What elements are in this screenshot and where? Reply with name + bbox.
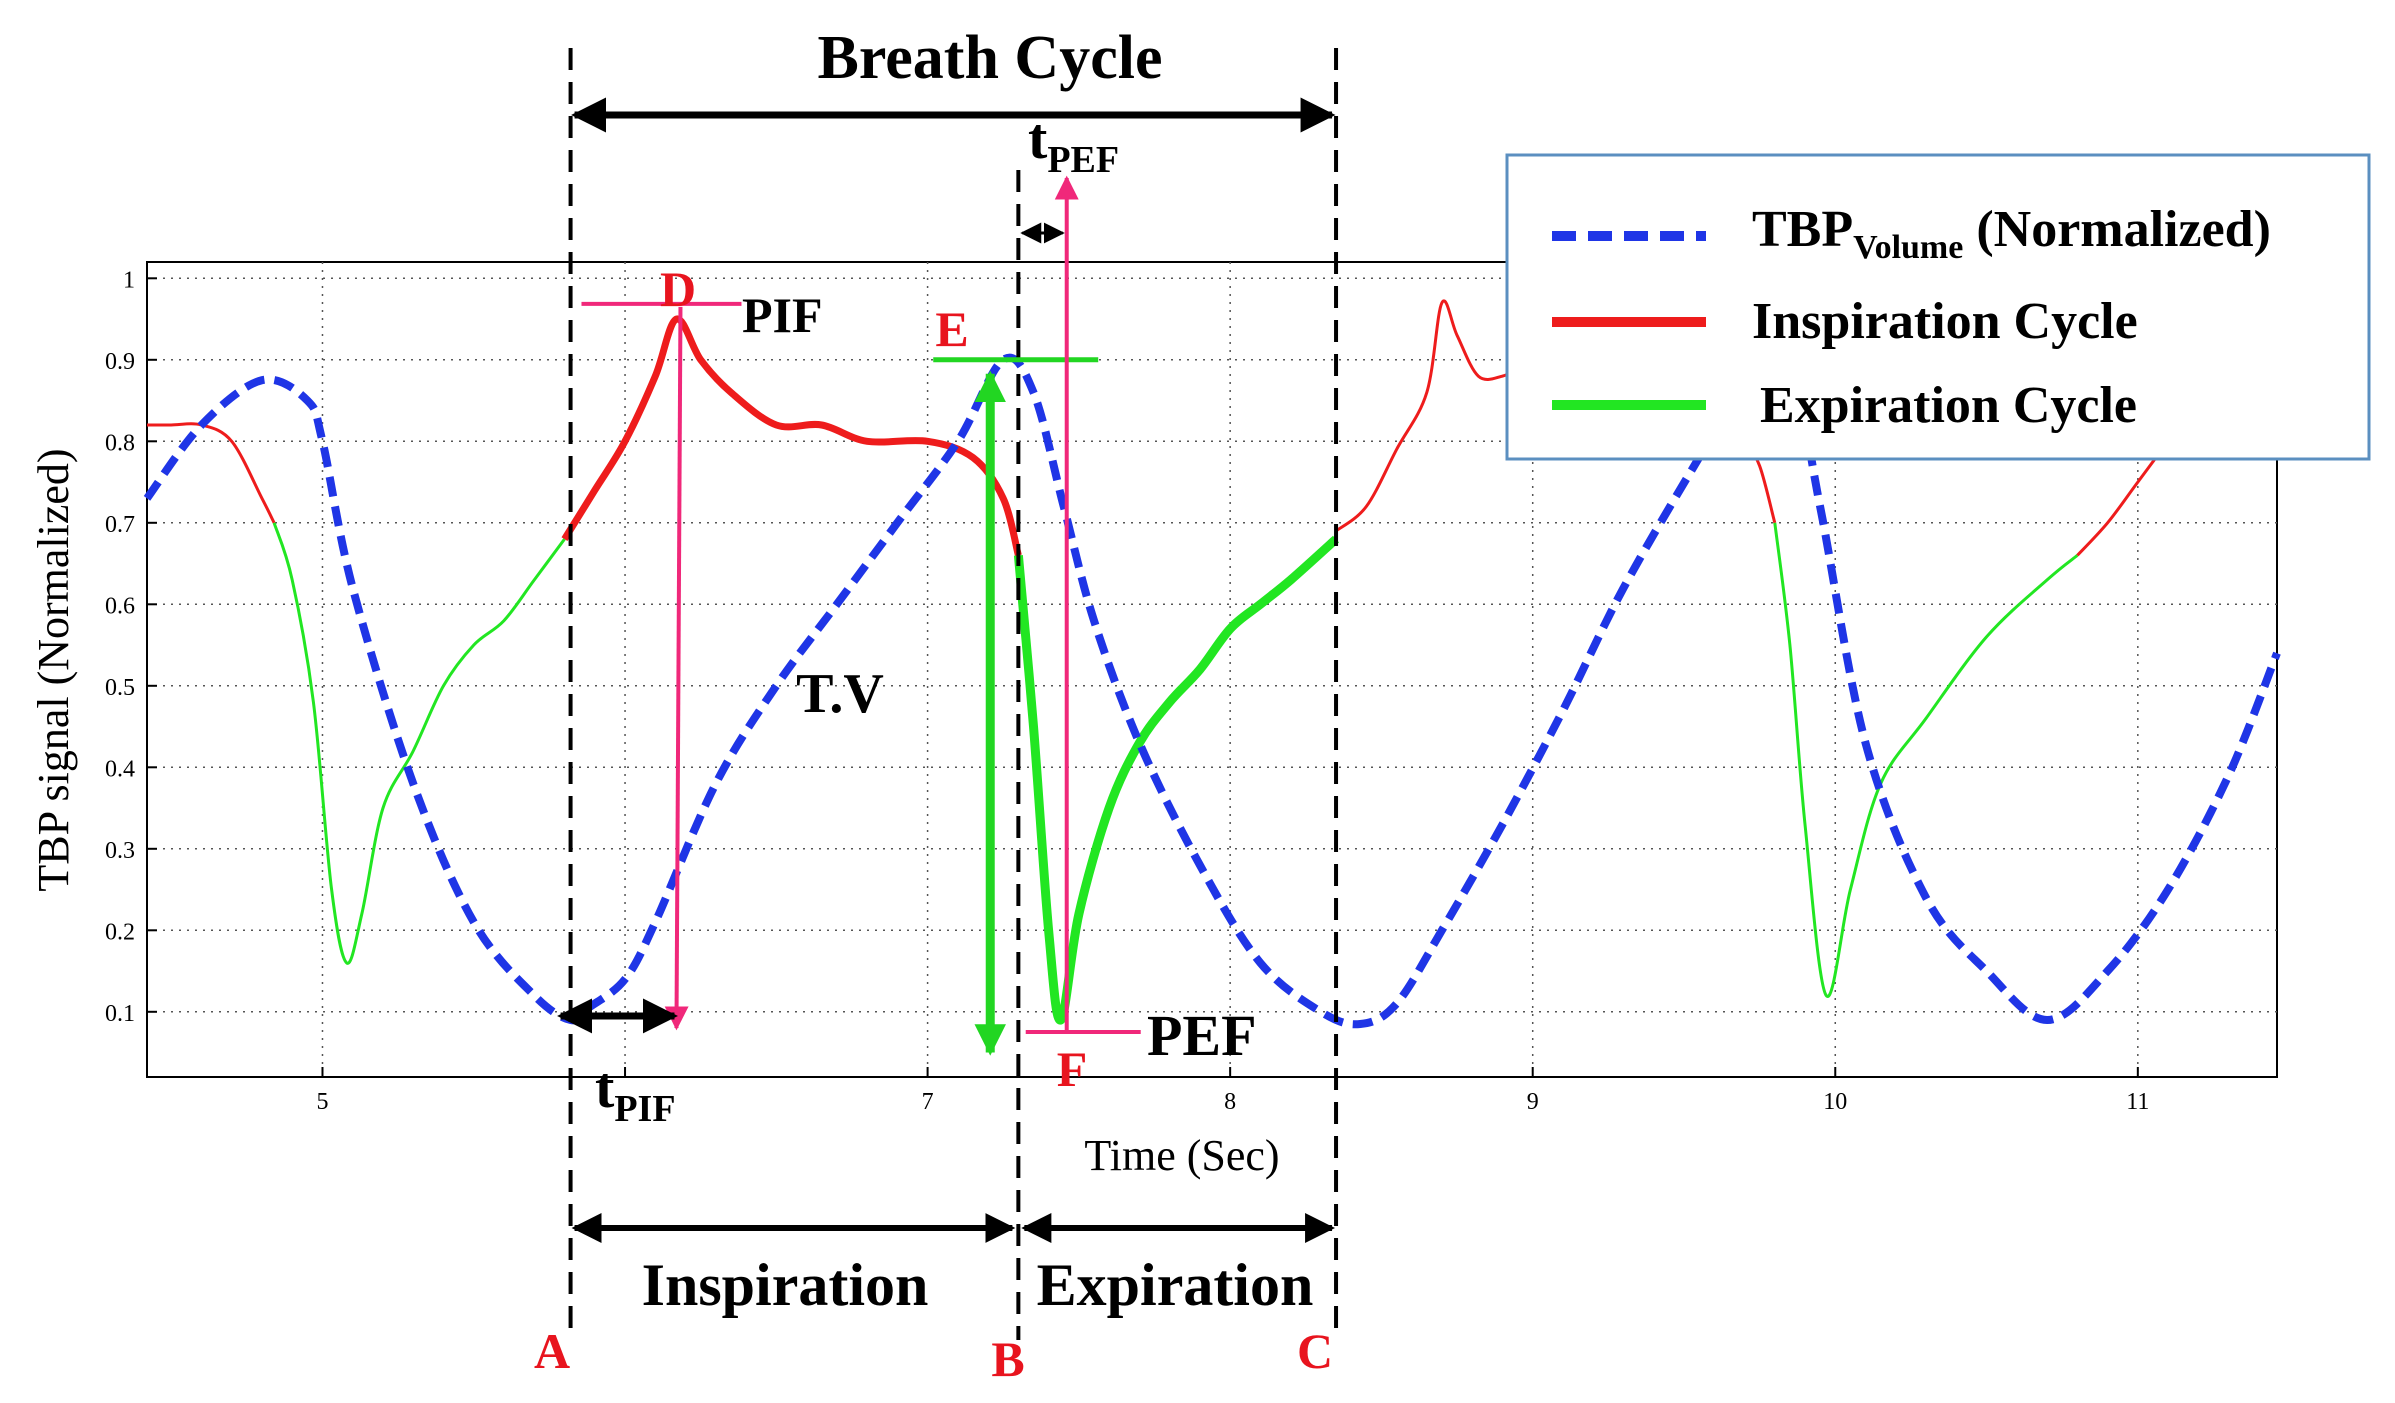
annotations: [557, 48, 1339, 1340]
axis-ticks: 5 7 8 9 10 11 0.1 0.2 0.3 0.4 0.5 0.6 0.7 0.8 0.9 1: [105, 267, 2149, 1115]
y-tick-label: 0.2: [105, 919, 135, 945]
t-pif-main: t: [595, 1055, 615, 1120]
t-pef-sub: PEF: [1047, 139, 1119, 181]
legend-label-expiration: Expiration Cycle: [1760, 377, 2137, 434]
volume-series-line: [143, 353, 2281, 1029]
point-c-label: C: [1297, 1323, 1333, 1379]
y-tick-label: 0.6: [105, 593, 135, 619]
inspiration-segment: [146, 422, 276, 524]
y-tick-label: 0.1: [105, 1001, 135, 1027]
x-tick-label: 5: [316, 1089, 328, 1115]
legend-label-volume-rest: (Normalized): [1963, 201, 2271, 258]
x-tick-label: 8: [1224, 1089, 1236, 1115]
expiration-label: Expiration: [1037, 1252, 1314, 1318]
t-pif-label: tPIF: [595, 1055, 676, 1130]
y-tick-label: 0.5: [105, 675, 135, 701]
y-axis-label: TBP signal (Normalized): [29, 448, 78, 891]
legend-label-inspiration: Inspiration Cycle: [1752, 293, 2138, 350]
pef-label: PEF: [1147, 1003, 1257, 1068]
legend-label-volume-sub: Volume: [1853, 229, 1963, 266]
x-tick-label: 7: [922, 1089, 934, 1115]
point-d-label: D: [660, 261, 696, 317]
legend-label-volume: TBPVolume (Normalized): [1752, 201, 2271, 266]
tidal-volume-label: T.V: [796, 663, 884, 725]
y-tick-label: 0.4: [105, 756, 135, 782]
expiration-segment: [1013, 535, 1340, 1025]
x-tick-label: 10: [1823, 1089, 1847, 1115]
expiration-segment: [272, 522, 566, 965]
inspiration-label: Inspiration: [642, 1252, 929, 1318]
y-tick-label: 1: [123, 267, 135, 293]
point-b-label: B: [991, 1331, 1024, 1387]
x-tick-label: 9: [1527, 1089, 1539, 1115]
legend: TBPVolume (Normalized) Inspiration Cycle…: [1505, 153, 2371, 461]
point-f-label: F: [1057, 1041, 1088, 1097]
series-layer: [143, 299, 2281, 1029]
point-e-label: E: [935, 301, 968, 357]
expiration-segment: [1773, 522, 2079, 998]
y-tick-label: 0.8: [105, 430, 135, 456]
t-pef-main: t: [1028, 106, 1048, 171]
inspiration-segment: [561, 315, 1022, 557]
x-tick-label: 11: [2126, 1089, 2149, 1115]
t-pif-sub: PIF: [614, 1088, 675, 1130]
legend-label-volume-main: TBP: [1752, 201, 1853, 258]
pif-arrow: [664, 306, 689, 1031]
breath-cycle-label: Breath Cycle: [818, 24, 1163, 92]
point-a-label: A: [534, 1323, 570, 1379]
t-pef-label: tPEF: [1028, 106, 1119, 181]
y-tick-label: 0.3: [105, 838, 135, 864]
grid: [147, 262, 2277, 1077]
x-axis-label: Time (Sec): [1084, 1131, 1279, 1180]
pif-label: PIF: [742, 287, 823, 343]
y-tick-label: 0.9: [105, 349, 135, 375]
inspiration-segment: [1335, 299, 1519, 533]
y-tick-label: 0.7: [105, 512, 135, 538]
